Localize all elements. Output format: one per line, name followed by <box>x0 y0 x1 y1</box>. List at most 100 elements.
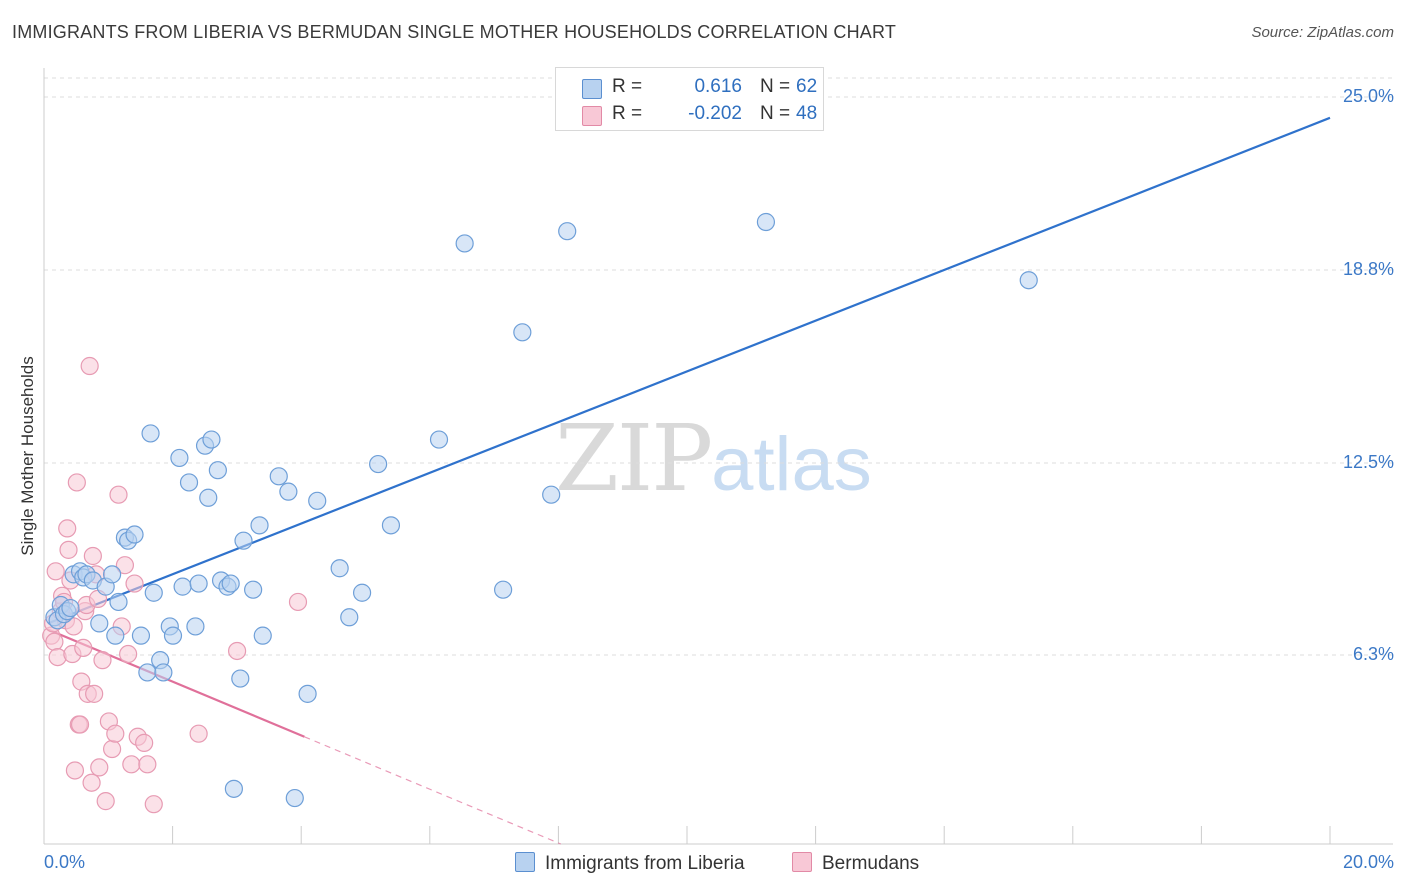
watermark: ZIPatlas <box>555 405 872 512</box>
x-tick-label-max: 20.0% <box>1342 852 1394 872</box>
grid-lines <box>44 77 1393 656</box>
legend-r-label: R = <box>612 103 643 124</box>
point-liberia <box>234 531 253 550</box>
point-liberia <box>381 516 401 535</box>
point-bermudans <box>106 724 125 743</box>
point-liberia <box>308 491 327 510</box>
axes <box>43 68 1393 845</box>
legend-n-label: N = <box>760 103 791 124</box>
chart-title: IMMIGRANTS FROM LIBERIA VS BERMUDAN SING… <box>12 22 897 42</box>
y-axis-label: Single Mother Households <box>18 356 37 556</box>
point-liberia <box>138 663 157 682</box>
bottom-legend-swatch-pink <box>792 852 812 872</box>
point-bermudans <box>135 733 154 752</box>
point-liberia <box>125 525 144 544</box>
bottom-legend-label: Immigrants from Liberia <box>545 853 745 874</box>
point-liberia <box>199 488 218 507</box>
point-liberia <box>279 482 298 501</box>
point-liberia <box>186 617 205 636</box>
trend-line-bermudans-extension <box>304 736 562 845</box>
point-bermudans <box>227 641 247 661</box>
legend-r-value: 0.616 <box>694 76 742 97</box>
point-liberia <box>1019 271 1038 290</box>
legend-n-value: 62 <box>796 76 818 97</box>
point-bermudans <box>122 755 141 774</box>
y-tick-label: 18.8% <box>1342 259 1394 279</box>
point-liberia <box>208 461 227 480</box>
point-liberia <box>253 626 272 645</box>
point-bermudans <box>83 546 102 566</box>
point-bermudans <box>58 519 77 538</box>
point-bermudans <box>65 761 85 780</box>
point-liberia <box>330 559 349 578</box>
point-bermudans <box>85 684 104 703</box>
point-liberia <box>221 574 240 593</box>
watermark-atlas: atlas <box>711 422 872 507</box>
point-bermudans <box>96 792 115 811</box>
point-liberia <box>429 430 449 449</box>
point-liberia <box>231 669 250 688</box>
point-liberia <box>61 598 80 618</box>
bottom-legend-liberia: Immigrants from Liberia <box>515 852 745 875</box>
trend-lines <box>47 116 1331 845</box>
correlation-legend: R = 0.616 N = 62 R = -0.202 N = 48 <box>555 67 824 131</box>
point-liberia <box>250 516 269 535</box>
legend-n-value: 48 <box>796 103 818 124</box>
x-tick-label-min: 0.0% <box>44 852 86 872</box>
point-bermudans <box>119 644 138 664</box>
point-bermudans <box>70 715 90 734</box>
point-bermudans <box>59 540 78 559</box>
point-bermudans <box>74 638 93 658</box>
data-points <box>42 212 1038 814</box>
watermark-zip: ZIP <box>555 405 713 512</box>
legend-r-value: -0.202 <box>688 103 742 124</box>
point-bermudans <box>93 651 112 670</box>
point-bermudans <box>189 724 208 743</box>
point-bermudans <box>82 773 101 792</box>
point-liberia <box>298 684 317 703</box>
point-bermudans <box>102 739 122 759</box>
point-liberia <box>285 788 304 808</box>
bottom-legend-swatch-blue <box>515 852 535 872</box>
point-liberia <box>352 583 372 602</box>
legend-n-label: N = <box>760 76 791 97</box>
trend-line-liberia <box>47 116 1331 625</box>
point-bermudans <box>80 356 99 376</box>
point-bermudans <box>90 758 109 777</box>
y-tick-label: 6.3% <box>1352 644 1394 664</box>
y-tick-label: 25.0% <box>1342 86 1394 106</box>
y-tick-label: 12.5% <box>1342 452 1394 472</box>
point-liberia <box>154 663 173 682</box>
point-bermudans <box>138 755 157 774</box>
legend-swatch-pink <box>582 106 602 126</box>
point-bermudans <box>109 485 128 504</box>
point-liberia <box>369 454 388 474</box>
point-bermudans <box>45 632 64 651</box>
point-liberia <box>494 580 513 599</box>
bottom-legend-label: Bermudans <box>822 853 920 874</box>
point-liberia <box>179 473 199 492</box>
source-credit: Source: ZipAtlas.com <box>1251 24 1394 41</box>
point-liberia <box>224 779 243 798</box>
point-liberia <box>558 222 577 241</box>
point-liberia <box>173 577 192 596</box>
point-liberia <box>109 592 128 612</box>
point-bermudans <box>48 647 67 667</box>
point-liberia <box>542 485 561 504</box>
point-liberia <box>756 212 776 232</box>
point-bermudans <box>64 617 83 636</box>
point-liberia <box>340 608 359 627</box>
point-liberia <box>141 424 160 443</box>
legend-r-label: R = <box>612 76 643 97</box>
point-liberia <box>131 626 151 645</box>
point-liberia <box>189 574 208 593</box>
point-liberia <box>144 583 163 602</box>
point-liberia <box>269 467 288 486</box>
point-bermudans <box>67 473 86 492</box>
point-liberia <box>244 580 263 599</box>
point-bermudans <box>144 795 163 814</box>
point-liberia <box>90 614 109 633</box>
point-liberia <box>170 448 189 468</box>
point-bermudans <box>46 562 65 581</box>
